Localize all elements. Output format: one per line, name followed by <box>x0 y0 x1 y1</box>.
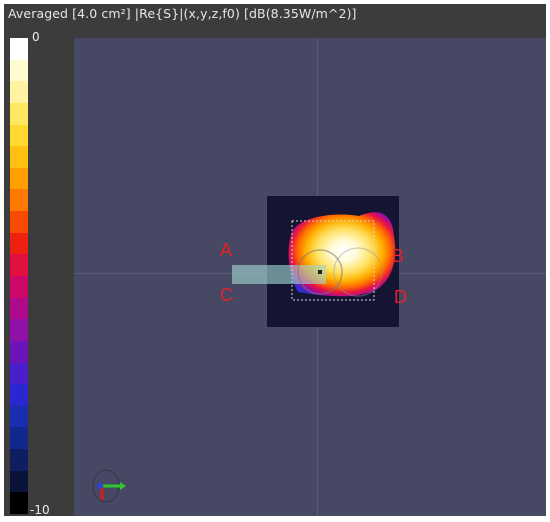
colorbar-step <box>10 59 28 82</box>
probe-circle <box>297 249 343 295</box>
colorbar-step <box>10 211 28 234</box>
corner-label-a: A <box>220 240 233 260</box>
xyz-axes-icon[interactable] <box>92 466 132 506</box>
probe-circle-outer <box>333 247 383 297</box>
colorbar-step <box>10 384 28 407</box>
colorbar-step <box>10 362 28 385</box>
colorbar-step <box>10 232 28 255</box>
field-map <box>232 196 399 327</box>
colorbar-step <box>10 297 28 320</box>
peak-marker <box>318 270 322 274</box>
feed-line <box>232 265 326 284</box>
colorbar-step <box>10 492 28 515</box>
colorbar-step <box>10 189 28 212</box>
colorbar-max-label: 0 <box>32 30 40 44</box>
3d-viewport[interactable]: A B C D <box>74 38 546 516</box>
colorbar-step <box>10 427 28 450</box>
colorbar <box>10 38 28 515</box>
colorbar-step <box>10 470 28 493</box>
colorbar-step <box>10 340 28 364</box>
colorbar-step <box>10 146 28 169</box>
colorbar-step <box>10 124 28 147</box>
corner-label-c: C <box>220 285 233 305</box>
colorbar-step <box>10 319 28 342</box>
colorbar-step <box>10 254 28 277</box>
plot-title: Averaged [4.0 cm²] |Re{S}|(x,y,z,f0) [dB… <box>8 6 357 21</box>
colorbar-step <box>10 449 28 472</box>
colorbar-step <box>10 81 28 104</box>
colorbar-step <box>10 405 28 428</box>
colorbar-step <box>10 276 28 299</box>
colorbar-step <box>10 102 28 126</box>
colorbar-step <box>10 38 28 61</box>
averaging-box <box>291 220 375 301</box>
colorbar-step <box>10 167 28 190</box>
corner-label-d: D <box>394 287 407 307</box>
corner-label-b: B <box>392 246 405 266</box>
colorbar-min-label: -10 <box>30 503 50 517</box>
